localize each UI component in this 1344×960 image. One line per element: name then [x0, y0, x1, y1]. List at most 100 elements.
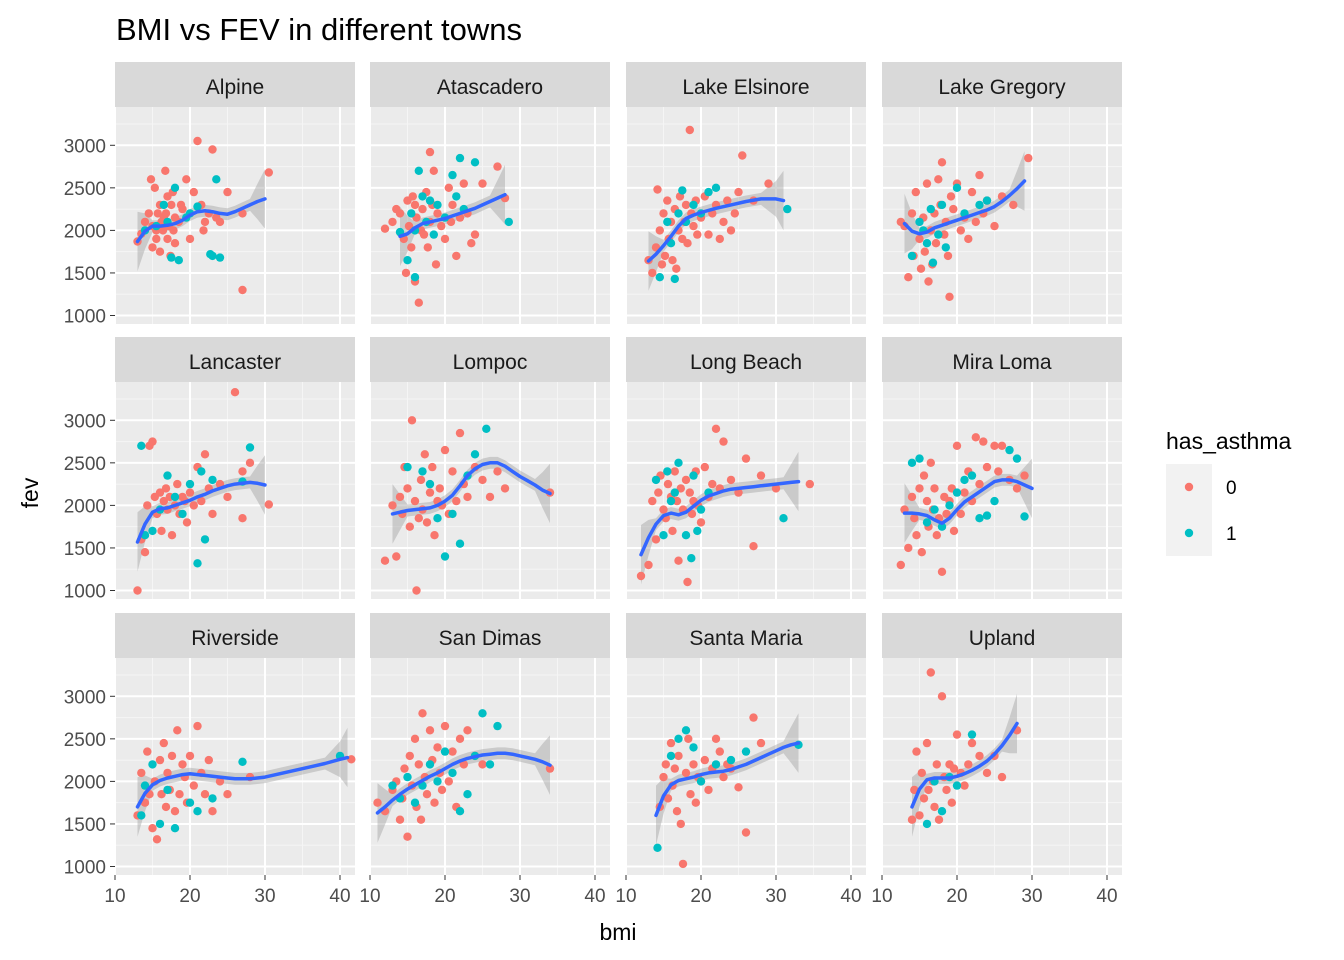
data-point [238, 285, 247, 295]
data-point [687, 509, 697, 519]
data-point [185, 488, 195, 497]
y-tick-label: 2500 [64, 454, 106, 475]
data-point [946, 192, 956, 201]
data-point [730, 209, 739, 218]
facet-strip [115, 337, 355, 382]
data-point [685, 125, 694, 135]
x-tick-label: 40 [329, 886, 350, 907]
data-point [238, 209, 247, 218]
data-point [485, 760, 495, 769]
data-point [433, 514, 442, 523]
data-point [463, 726, 472, 735]
data-point [926, 458, 935, 467]
facet-panel: Riverside 1000 1500 2000 2500 3000 10 20 30 40 [64, 613, 356, 907]
data-point [674, 209, 683, 218]
data-point [459, 760, 468, 769]
data-point [410, 273, 420, 282]
facet-label: Lake Gregory [938, 76, 1066, 99]
data-point [971, 217, 980, 227]
y-tick-label: 3000 [64, 136, 106, 157]
data-point [144, 209, 153, 218]
data-point [238, 514, 247, 523]
data-point [500, 484, 510, 493]
data-point [159, 738, 168, 748]
data-point [170, 183, 180, 192]
data-point [493, 162, 502, 171]
data-point [704, 230, 713, 239]
data-point [907, 492, 917, 502]
data-point [416, 815, 426, 824]
data-point [422, 518, 432, 527]
data-point [749, 713, 758, 722]
data-point [155, 755, 165, 765]
x-axis-title: bmi [599, 919, 636, 945]
data-point [678, 859, 688, 869]
data-point [684, 734, 693, 743]
facet-label: Mira Loma [952, 351, 1052, 374]
data-point [430, 531, 439, 540]
data-point [161, 802, 171, 812]
data-point [455, 153, 465, 163]
data-point [648, 268, 657, 278]
data-point [155, 247, 165, 256]
data-point [719, 772, 728, 782]
data-point [907, 815, 917, 824]
data-point [945, 501, 954, 510]
facet-label: San Dimas [439, 627, 542, 650]
panel-background [882, 658, 1122, 875]
data-point [420, 450, 429, 459]
data-point [741, 828, 751, 837]
data-point [407, 209, 416, 218]
data-point [140, 548, 150, 557]
data-point [657, 260, 667, 269]
data-point [437, 221, 446, 231]
data-point [648, 496, 657, 506]
data-point [663, 196, 672, 205]
data-point [440, 747, 450, 756]
data-point [440, 234, 450, 244]
data-point [148, 526, 157, 536]
smooth-line [902, 179, 1027, 236]
data-point [655, 273, 664, 282]
data-point [651, 475, 661, 485]
data-point [964, 760, 973, 769]
y-tick-label: 2500 [64, 179, 106, 200]
data-point [425, 726, 435, 735]
data-point [764, 179, 773, 188]
data-point [444, 777, 453, 786]
data-point [719, 437, 728, 446]
data-point [444, 183, 453, 192]
data-point [937, 807, 947, 816]
panel-background [882, 107, 1122, 324]
facet-strip [370, 337, 610, 382]
data-point [990, 496, 999, 506]
data-point [941, 243, 950, 252]
data-point [663, 479, 673, 489]
data-point [990, 221, 999, 231]
data-point [805, 479, 814, 489]
data-point [388, 217, 397, 227]
data-point [672, 807, 682, 816]
data-point [223, 790, 232, 799]
smooth-line [398, 192, 507, 239]
data-point [163, 471, 172, 480]
facet-strip [882, 62, 1122, 107]
data-point [163, 234, 172, 244]
data-point [666, 751, 676, 761]
data-point [700, 462, 709, 472]
data-point [452, 251, 461, 261]
legend-label: 0 [1226, 478, 1237, 499]
data-point [693, 526, 702, 536]
data-point [410, 200, 420, 210]
data-point [971, 433, 980, 442]
data-point [922, 239, 932, 248]
data-point [405, 522, 414, 531]
data-point [452, 496, 461, 506]
data-point [686, 790, 695, 799]
data-point [419, 230, 429, 239]
data-point [719, 217, 728, 227]
data-point [734, 488, 743, 497]
x-tick-label: 40 [840, 886, 861, 907]
data-point [238, 757, 247, 766]
